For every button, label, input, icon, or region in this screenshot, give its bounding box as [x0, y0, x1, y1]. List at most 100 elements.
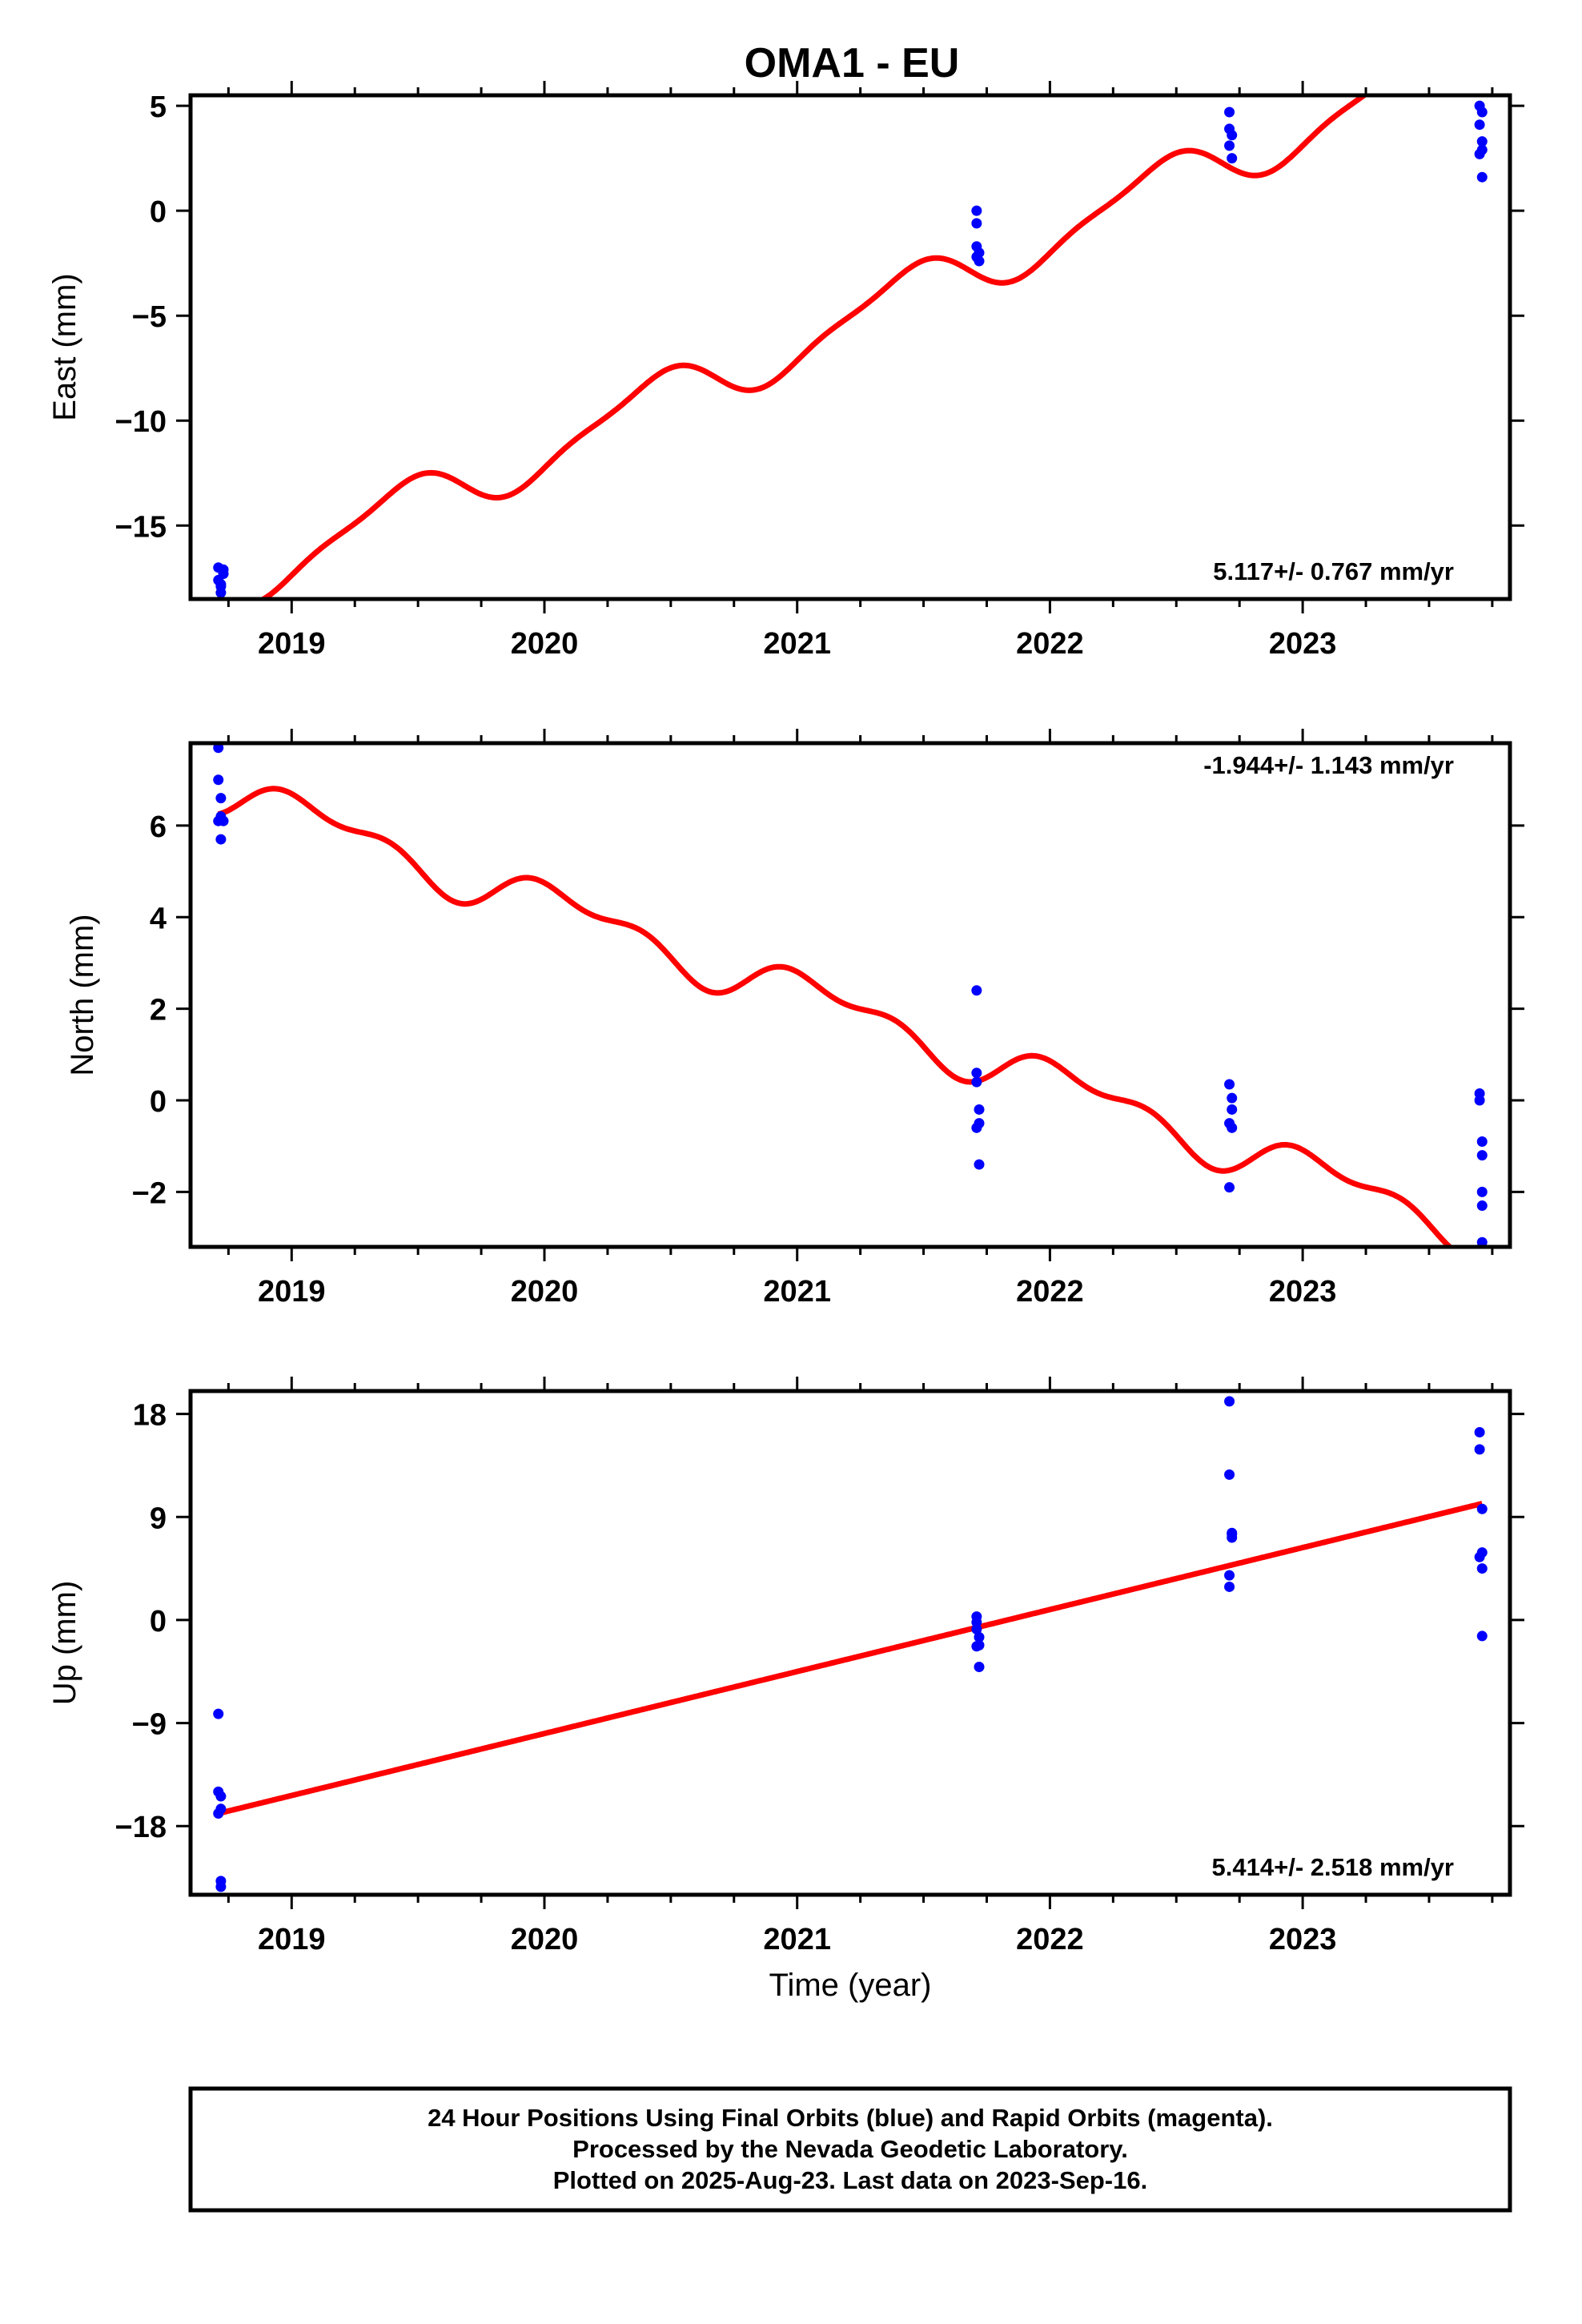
north-y-tick-label: 6	[150, 810, 167, 844]
up-data-points	[213, 1396, 1488, 1892]
north-data-point	[1224, 1079, 1235, 1090]
north-model-line	[217, 786, 1454, 1247]
east-rate-label: 5.117+/- 0.767 mm/yr	[1213, 557, 1454, 585]
up-data-point	[213, 1708, 224, 1719]
north-data-points	[213, 742, 1488, 1248]
north-x-tick-label: 2023	[1269, 1275, 1337, 1309]
east-x-tick-label: 2020	[511, 627, 579, 661]
north-y-tick-label: −2	[132, 1176, 167, 1210]
caption-box: 24 Hour Positions Using Final Orbits (bl…	[188, 2086, 1512, 2213]
east-data-point	[1476, 171, 1488, 183]
up-data-point	[1476, 1503, 1488, 1514]
east-data-point	[218, 564, 229, 575]
up-x-tick-label: 2019	[258, 1923, 326, 1956]
up-x-tick-label: 2021	[763, 1923, 831, 1956]
up-data-point	[213, 1808, 224, 1819]
up-data-point	[215, 1881, 227, 1892]
east-data-point	[1224, 140, 1235, 151]
caption-line-3: Plotted on 2025-Aug-23. Last data on 202…	[553, 2166, 1147, 2194]
north-y-axis-label: North (mm)	[65, 914, 100, 1076]
east-y-axis-label: East (mm)	[47, 273, 82, 420]
up-data-point	[1224, 1469, 1235, 1480]
north-data-point	[1227, 1104, 1238, 1115]
up-model-line	[217, 1501, 1484, 1816]
north-data-point	[1227, 1092, 1238, 1104]
up-data-point	[1224, 1396, 1235, 1407]
east-data-points	[213, 100, 1488, 598]
up-data-point	[971, 1641, 982, 1652]
up-x-tick-label: 2022	[1016, 1923, 1084, 1956]
up-data-point	[1476, 1630, 1488, 1642]
up-x-tick-label: 2020	[511, 1923, 579, 1956]
east-plot-frame	[188, 93, 1512, 601]
north-x-tick-label: 2019	[258, 1275, 326, 1309]
east-x-tick-label: 2021	[763, 627, 831, 661]
up-y-tick-label: −9	[132, 1708, 167, 1742]
north-data-point	[974, 1104, 985, 1115]
north-y-tick-label: 2	[150, 994, 167, 1027]
north-x-tick-label: 2020	[511, 1275, 579, 1309]
up-x-axis-label: Time (year)	[769, 1968, 932, 2003]
up-data-point	[1224, 1570, 1235, 1581]
east-data-point	[1227, 153, 1238, 164]
east-x-tick-label: 2019	[258, 627, 326, 661]
east-data-point	[971, 205, 982, 216]
east-data-point	[971, 251, 982, 263]
north-data-point	[1476, 1150, 1488, 1161]
up-rate-label: 5.414+/- 2.518 mm/yr	[1212, 1853, 1454, 1881]
east-y-tick-label: −15	[115, 510, 167, 544]
north-data-point	[1476, 1200, 1488, 1212]
up-data-point	[1474, 1444, 1485, 1455]
north-rate-label: -1.944+/- 1.143 mm/yr	[1203, 751, 1454, 779]
panel-east: −15 −10 −5 0 5 2019 2020 2021 2022 2023 5.117+/- …	[47, 81, 1524, 661]
north-plot-frame	[188, 741, 1512, 1249]
east-data-point	[215, 579, 227, 590]
north-x-tick-label: 2021	[763, 1275, 831, 1309]
east-y-tick-label: −10	[115, 405, 167, 439]
east-axes: −15 −10 −5 0 5 2019 2020 2021 2022 2023	[115, 81, 1524, 661]
north-y-tick-label: 0	[150, 1085, 167, 1119]
east-x-tick-label: 2022	[1016, 627, 1084, 661]
north-data-point	[215, 834, 227, 845]
east-x-tick-label: 2023	[1269, 627, 1337, 661]
east-data-point	[971, 218, 982, 229]
caption-frame	[188, 2086, 1512, 2213]
north-data-point	[1476, 1186, 1488, 1197]
north-data-point	[1227, 1122, 1238, 1133]
up-data-point	[1224, 1581, 1235, 1592]
up-y-tick-label: 18	[133, 1399, 167, 1433]
east-y-tick-label: 5	[150, 90, 167, 124]
north-data-point	[1476, 1136, 1488, 1147]
north-x-tick-label: 2022	[1016, 1275, 1084, 1309]
up-plot-frame	[188, 1389, 1512, 1897]
north-axes: −2 0 2 4 6 2019 2020 2021 2022 2023	[132, 729, 1524, 1309]
north-data-point	[213, 815, 224, 826]
north-data-point	[971, 1076, 982, 1088]
north-data-point	[1224, 1182, 1235, 1193]
east-data-point	[1476, 107, 1488, 118]
east-data-point	[1474, 148, 1485, 159]
north-data-point	[971, 985, 982, 996]
up-data-point	[1474, 1426, 1485, 1437]
up-data-point	[215, 1791, 227, 1802]
up-axes: −18 −9 0 9 18 2019 2020 2021 2022 2023	[115, 1377, 1524, 1956]
north-data-point	[971, 1122, 982, 1133]
caption-line-1: 24 Hour Positions Using Final Orbits (bl…	[428, 2104, 1273, 2132]
figure-title: OMA1 - EU	[745, 40, 960, 86]
east-data-point	[215, 587, 227, 598]
up-data-point	[1227, 1529, 1238, 1540]
up-y-axis-label: Up (mm)	[47, 1581, 82, 1706]
panel-up: −18 −9 0 9 18 2019 2020 2021 2022 2023 5.414+/- 2…	[47, 1377, 1524, 2003]
up-x-tick-label: 2023	[1269, 1923, 1337, 1956]
east-data-point	[1476, 136, 1488, 147]
east-data-point	[1474, 119, 1485, 131]
up-data-point	[1476, 1563, 1488, 1574]
up-y-tick-label: −18	[115, 1811, 167, 1844]
up-model-curve	[217, 1501, 1484, 1816]
panel-north: −2 0 2 4 6 2019 2020 2021 2022 2023 -1.944+/- 1.1…	[65, 729, 1524, 1309]
east-data-point	[1227, 130, 1238, 141]
up-data-point	[974, 1662, 985, 1673]
north-data-point	[974, 1159, 985, 1170]
north-data-point	[213, 774, 224, 786]
